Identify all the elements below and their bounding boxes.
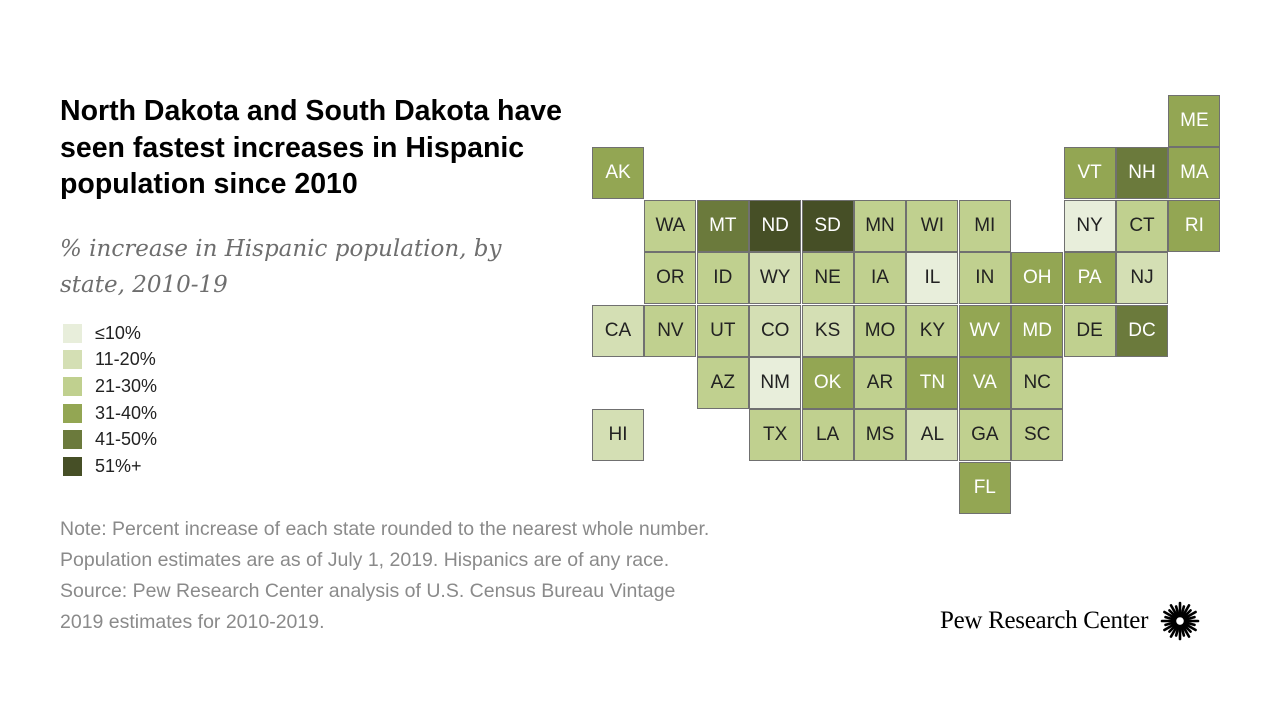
legend-label: 51%+ xyxy=(95,455,142,476)
legend-swatch xyxy=(63,376,82,396)
legend-swatch xyxy=(63,323,82,343)
state-tile-tn: TN xyxy=(906,357,959,409)
state-tile-nc: NC xyxy=(1011,357,1064,409)
state-tile-ri: RI xyxy=(1168,199,1221,252)
note-line: Note: Percent increase of each state rou… xyxy=(60,518,710,540)
state-tile-nj: NJ xyxy=(1116,252,1168,305)
brand-name: Pew Research Center xyxy=(940,607,1149,634)
legend-label: 31-40% xyxy=(95,402,158,423)
state-tile-me: ME xyxy=(1168,95,1221,147)
legend-label: 41-50% xyxy=(95,429,158,450)
state-tile-ut: UT xyxy=(696,304,749,357)
legend-swatch xyxy=(63,456,82,476)
state-tile-pa: PA xyxy=(1063,252,1116,305)
state-tile-ny: NY xyxy=(1063,199,1116,252)
state-tile-oh: OH xyxy=(1011,252,1064,305)
state-tile-mn: MN xyxy=(854,199,906,252)
state-tile-wy: WY xyxy=(749,252,802,305)
legend-swatch xyxy=(63,350,82,370)
legend-item: 31-40% xyxy=(63,400,157,427)
legend-label: ≤10% xyxy=(95,322,141,343)
state-tile-al: AL xyxy=(906,409,959,462)
sunburst-icon xyxy=(1160,601,1200,641)
state-tile-ia: IA xyxy=(854,252,906,305)
state-tile-dc: DC xyxy=(1116,304,1168,357)
state-tile-ky: KY xyxy=(906,304,959,357)
legend-item: ≤10% xyxy=(63,320,157,347)
state-tile-nh: NH xyxy=(1116,147,1168,200)
note-line: Source: Pew Research Center analysis of … xyxy=(60,580,676,602)
state-tile-ok: OK xyxy=(801,357,854,409)
state-tile-ks: KS xyxy=(801,304,854,357)
legend-swatch xyxy=(63,403,82,423)
state-tile-ak: AK xyxy=(592,147,644,200)
legend-swatch xyxy=(63,430,82,450)
state-tile-ne: NE xyxy=(801,252,854,305)
note-line: 2019 estimates for 2010-2019. xyxy=(60,611,325,633)
state-tile-ms: MS xyxy=(854,409,906,462)
state-tile-tx: TX xyxy=(749,409,802,462)
state-tile-sc: SC xyxy=(1011,409,1064,462)
state-tile-ct: CT xyxy=(1116,199,1168,252)
state-tile-fl: FL xyxy=(958,461,1011,514)
state-tile-ca: CA xyxy=(592,304,644,357)
state-tile-co: CO xyxy=(749,304,802,357)
pew-logo: Pew Research Center xyxy=(940,601,1200,641)
state-tile-mi: MI xyxy=(958,199,1011,252)
legend-label: 11-20% xyxy=(95,349,156,370)
state-tile-wv: WV xyxy=(958,304,1011,357)
state-tile-wi: WI xyxy=(906,199,959,252)
state-tile-ma: MA xyxy=(1168,147,1221,200)
legend-item: 51%+ xyxy=(63,453,157,480)
state-tile-nv: NV xyxy=(644,304,697,357)
state-tile-mo: MO xyxy=(854,304,906,357)
state-tile-nm: NM xyxy=(749,357,802,409)
state-tile-mt: MT xyxy=(696,199,749,252)
state-tile-md: MD xyxy=(1011,304,1064,357)
state-tile-il: IL xyxy=(906,252,959,305)
state-tile-nd: ND xyxy=(749,199,802,252)
state-tile-id: ID xyxy=(696,252,749,305)
state-tile-wa: WA xyxy=(644,199,697,252)
state-tile-or: OR xyxy=(644,252,697,305)
state-tile-ar: AR xyxy=(854,357,906,409)
chart-title: North Dakota and South Dakota have seen … xyxy=(60,95,562,200)
legend-label: 21-30% xyxy=(95,375,158,396)
legend-item: 21-30% xyxy=(63,373,157,400)
source-note: Note: Percent increase of each state rou… xyxy=(60,514,860,638)
state-tile-sd: SD xyxy=(801,199,854,252)
state-tile-va: VA xyxy=(958,357,1011,409)
legend: ≤10% 11-20% 21-30% 31-40% 41-50% 51%+ xyxy=(63,320,157,480)
state-tile-ga: GA xyxy=(958,409,1011,462)
state-tile-vt: VT xyxy=(1063,147,1116,200)
state-tile-hi: HI xyxy=(592,409,644,462)
state-tile-in: IN xyxy=(958,252,1011,305)
state-tile-de: DE xyxy=(1063,304,1116,357)
legend-item: 41-50% xyxy=(63,426,157,453)
state-tile-az: AZ xyxy=(696,357,749,409)
legend-item: 11-20% xyxy=(63,347,157,374)
chart-subtitle: % increase in Hispanic population, by st… xyxy=(60,236,502,298)
note-line: Population estimates are as of July 1, 2… xyxy=(60,549,670,571)
state-tile-la: LA xyxy=(801,409,854,462)
